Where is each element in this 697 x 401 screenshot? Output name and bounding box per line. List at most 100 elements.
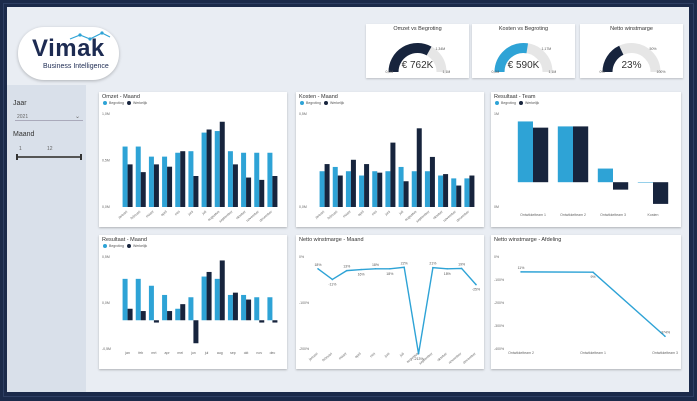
bar-begroting[interactable] (438, 175, 444, 207)
chevron-down-icon[interactable]: ⌄ (75, 114, 81, 120)
bar-werkelijk[interactable] (324, 164, 330, 207)
bar-begroting[interactable] (135, 146, 141, 207)
bar-begroting[interactable] (162, 156, 168, 207)
bar-begroting[interactable] (319, 171, 325, 207)
line-point[interactable] (592, 271, 594, 274)
bar-werkelijk[interactable] (167, 166, 173, 207)
line-point[interactable] (520, 271, 522, 273)
line-point[interactable] (317, 267, 319, 270)
bar-begroting[interactable] (411, 171, 417, 207)
bar-begroting[interactable] (122, 278, 128, 321)
bar-begroting[interactable] (148, 285, 154, 321)
bar-begroting[interactable] (135, 278, 141, 321)
bar-werkelijk[interactable] (232, 292, 238, 321)
bar-begroting[interactable] (597, 168, 613, 183)
line-point[interactable] (475, 283, 477, 286)
bar-begroting[interactable] (175, 308, 181, 321)
bar-werkelijk[interactable] (153, 320, 159, 323)
bar-werkelijk[interactable] (364, 164, 370, 207)
bar-werkelijk[interactable] (232, 164, 238, 207)
bar-begroting[interactable] (227, 151, 233, 207)
bar-begroting[interactable] (267, 297, 273, 321)
line-point[interactable] (403, 266, 405, 269)
bar-begroting[interactable] (345, 171, 351, 207)
bar-begroting[interactable] (359, 175, 365, 207)
bar-werkelijk[interactable] (127, 164, 133, 207)
bar-werkelijk[interactable] (573, 126, 589, 183)
bar-begroting[interactable] (214, 131, 220, 207)
bar-werkelijk[interactable] (443, 174, 449, 207)
bar-werkelijk[interactable] (246, 177, 252, 207)
bar-werkelijk[interactable] (180, 151, 186, 207)
bar-begroting[interactable] (267, 152, 273, 207)
line-point[interactable] (417, 352, 420, 355)
line-point[interactable] (460, 267, 463, 270)
line-point[interactable] (389, 267, 391, 270)
bar-werkelijk[interactable] (206, 271, 212, 321)
maand-slider[interactable] (18, 156, 82, 158)
line-point[interactable] (664, 335, 666, 338)
line-point[interactable] (446, 267, 449, 270)
line-point[interactable] (374, 267, 377, 270)
bar-begroting[interactable] (372, 171, 378, 207)
bar-begroting[interactable] (464, 178, 470, 207)
bar-begroting[interactable] (122, 146, 128, 207)
bar-begroting[interactable] (241, 152, 247, 207)
slider-handle-max[interactable] (80, 154, 82, 160)
line-point[interactable] (331, 278, 334, 281)
bar-begroting[interactable] (188, 297, 194, 321)
bar-begroting[interactable] (385, 171, 391, 207)
bar-begroting[interactable] (637, 182, 653, 183)
bar-werkelijk[interactable] (259, 320, 265, 323)
line-series[interactable] (317, 266, 477, 354)
bar-werkelijk[interactable] (272, 320, 278, 323)
bar-begroting[interactable] (148, 156, 154, 207)
bar-werkelijk[interactable] (219, 260, 225, 321)
bar-werkelijk[interactable] (193, 320, 199, 344)
bar-begroting[interactable] (227, 294, 233, 321)
bar-werkelijk[interactable] (259, 179, 265, 207)
bar-werkelijk[interactable] (416, 128, 422, 207)
bar-begroting[interactable] (201, 132, 207, 207)
line-series[interactable] (520, 271, 666, 337)
bar-werkelijk[interactable] (403, 181, 409, 207)
bar-begroting[interactable] (214, 278, 220, 321)
bar-begroting[interactable] (557, 126, 573, 183)
bar-begroting[interactable] (175, 152, 181, 207)
bar-werkelijk[interactable] (127, 308, 133, 321)
slider-handle-min[interactable] (16, 154, 18, 160)
bar-werkelijk[interactable] (533, 127, 549, 183)
line-point[interactable] (432, 266, 434, 269)
bar-begroting[interactable] (201, 276, 207, 321)
bar-begroting[interactable] (188, 151, 194, 207)
bar-werkelijk[interactable] (140, 172, 146, 207)
bar-begroting[interactable] (451, 178, 457, 207)
line-point[interactable] (360, 268, 362, 271)
bar-begroting[interactable] (332, 166, 338, 207)
bar-werkelijk[interactable] (140, 311, 146, 321)
bar-begroting[interactable] (162, 294, 168, 321)
bar-begroting[interactable] (424, 171, 430, 207)
bar-begroting[interactable] (398, 166, 404, 207)
bar-werkelijk[interactable] (272, 176, 278, 207)
bar-werkelijk[interactable] (180, 304, 186, 321)
bar-werkelijk[interactable] (469, 175, 475, 207)
bar-begroting[interactable] (254, 297, 260, 321)
bar-begroting[interactable] (517, 121, 533, 183)
bar-werkelijk[interactable] (350, 159, 356, 207)
bar-werkelijk[interactable] (456, 185, 462, 207)
bar-werkelijk[interactable] (390, 142, 396, 207)
bar-werkelijk[interactable] (429, 156, 435, 207)
bar-werkelijk[interactable] (153, 164, 159, 207)
bar-begroting[interactable] (254, 152, 260, 207)
bar-werkelijk[interactable] (613, 182, 629, 190)
jaar-select[interactable]: 2021 (17, 114, 29, 120)
bar-werkelijk[interactable] (193, 176, 199, 207)
bar-werkelijk[interactable] (337, 175, 343, 207)
bar-werkelijk[interactable] (653, 182, 669, 204)
bar-werkelijk[interactable] (246, 299, 252, 321)
bar-werkelijk[interactable] (206, 129, 212, 208)
bar-werkelijk[interactable] (167, 311, 173, 321)
bar-werkelijk[interactable] (377, 172, 383, 207)
bar-begroting[interactable] (241, 294, 247, 321)
